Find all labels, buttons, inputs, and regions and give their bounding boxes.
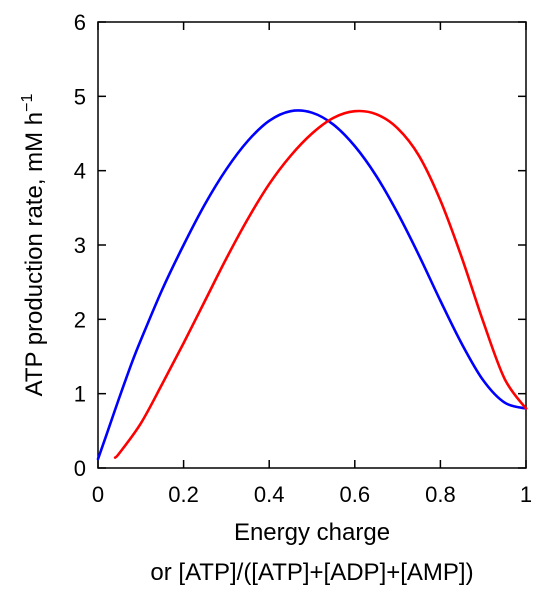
y-axis-title-main: ATP production rate, mM h — [21, 112, 48, 397]
series-line-2 — [113, 109, 528, 459]
y-tick-label: 5 — [74, 84, 86, 109]
ticks-group: 0 0.2 0.4 0.6 0.8 1 0 1 2 3 4 5 6 — [74, 10, 532, 507]
x-tick-label: 0.2 — [168, 482, 199, 507]
x-tick-label: 0.6 — [340, 482, 371, 507]
y-tick-label: 4 — [74, 159, 86, 184]
series-group — [96, 109, 528, 461]
x-tick-label: 0 — [92, 482, 104, 507]
y-tick-label: 0 — [74, 456, 86, 481]
x-axis-title: Energy charge — [234, 519, 390, 546]
plot-area-frame — [97, 21, 527, 469]
series-line-1 — [96, 109, 528, 461]
x-tick-label: 1 — [520, 482, 532, 507]
y-axis-title: ATP production rate, mM h−1 — [19, 93, 48, 396]
x-tick-label: 0.8 — [425, 482, 456, 507]
y-tick-label: 2 — [74, 307, 86, 332]
x-axis-title-line2: or [ATP]/([ATP]+[ADP]+[AMP]) — [150, 559, 473, 586]
y-tick-label: 3 — [74, 233, 86, 258]
y-tick-label: 1 — [74, 382, 86, 407]
y-axis-title-superscript: −1 — [19, 93, 36, 111]
x-tick-label: 0.4 — [254, 482, 285, 507]
y-tick-label: 6 — [74, 10, 86, 35]
